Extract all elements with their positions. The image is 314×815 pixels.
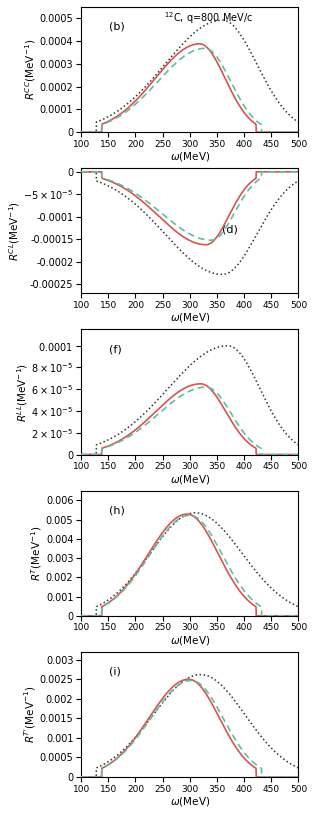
Y-axis label: $R^{T}$(MeV$^{-1}$): $R^{T}$(MeV$^{-1}$)	[30, 526, 45, 581]
X-axis label: $\omega$(MeV): $\omega$(MeV)	[170, 795, 210, 808]
Text: (f): (f)	[109, 345, 122, 355]
Y-axis label: $R^{CC}$(MeV$^{-1}$): $R^{CC}$(MeV$^{-1}$)	[24, 39, 38, 100]
X-axis label: $\omega$(MeV): $\omega$(MeV)	[170, 150, 210, 163]
Text: (h): (h)	[109, 505, 125, 516]
Y-axis label: $R^{CL}$(MeV$^{-1}$): $R^{CL}$(MeV$^{-1}$)	[7, 200, 22, 261]
Text: (i): (i)	[109, 667, 121, 677]
Text: $^{12}$C, q=800 MeV/c: $^{12}$C, q=800 MeV/c	[164, 11, 253, 27]
X-axis label: $\omega$(MeV): $\omega$(MeV)	[170, 634, 210, 647]
Y-axis label: $R^{LL}$(MeV$^{-1}$): $R^{LL}$(MeV$^{-1}$)	[15, 363, 30, 421]
Text: (d): (d)	[222, 224, 238, 235]
X-axis label: $\omega$(MeV): $\omega$(MeV)	[170, 311, 210, 324]
X-axis label: $\omega$(MeV): $\omega$(MeV)	[170, 473, 210, 486]
Y-axis label: $R^{T'}$(MeV$^{-1}$): $R^{T'}$(MeV$^{-1}$)	[23, 685, 38, 743]
Text: (b): (b)	[109, 22, 125, 32]
